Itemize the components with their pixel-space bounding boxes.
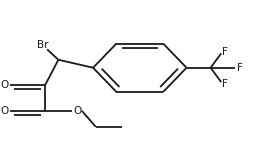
Text: F: F (237, 63, 243, 73)
Text: O: O (0, 80, 8, 90)
Text: F: F (222, 47, 228, 57)
Text: O: O (73, 106, 81, 116)
Text: Br: Br (37, 40, 48, 50)
Text: O: O (0, 106, 8, 116)
Text: F: F (222, 79, 228, 89)
